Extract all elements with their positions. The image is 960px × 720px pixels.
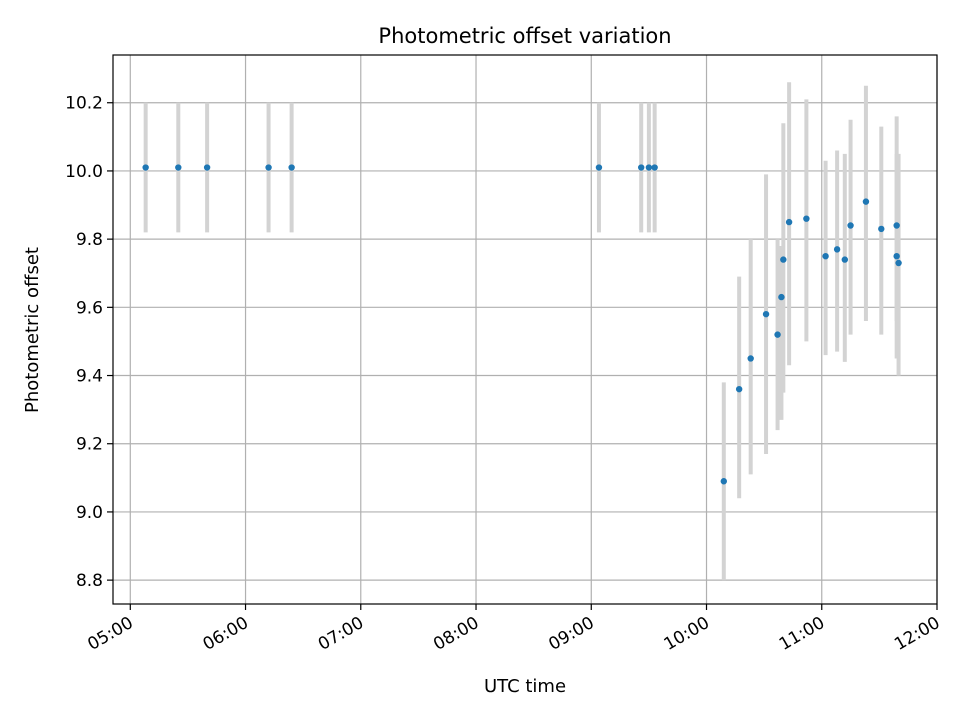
data-point: [142, 164, 149, 171]
data-point: [774, 331, 781, 338]
x-axis-label: UTC time: [484, 676, 566, 697]
y-tick-label: 9.0: [76, 503, 103, 523]
chart-title: Photometric offset variation: [378, 24, 671, 48]
data-point: [595, 164, 603, 171]
data-point: [841, 256, 849, 263]
y-tick-label: 9.8: [76, 230, 103, 250]
data-points: [142, 164, 902, 485]
data-point: [893, 252, 900, 260]
data-point: [785, 218, 793, 226]
data-point: [720, 478, 727, 485]
data-point: [747, 355, 754, 362]
y-tick-label: 9.6: [76, 298, 103, 318]
data-point: [847, 222, 854, 229]
data-point: [780, 256, 787, 263]
data-point: [651, 164, 658, 171]
data-point: [638, 164, 645, 171]
y-tick-label: 9.4: [76, 367, 103, 387]
y-tick-label: 9.2: [76, 435, 103, 455]
data-point: [878, 225, 885, 233]
data-point: [822, 252, 829, 260]
data-point: [735, 385, 743, 393]
y-tick-label: 8.8: [76, 571, 103, 591]
data-point: [175, 164, 182, 171]
data-point: [645, 164, 653, 171]
data-point: [762, 310, 770, 318]
data-point: [862, 198, 870, 205]
data-point: [288, 164, 295, 171]
plot-area-frame: [112, 54, 938, 605]
y-tick-label: 10.2: [65, 94, 103, 114]
data-point: [778, 293, 785, 301]
y-axis-label: Photometric offset: [22, 247, 43, 413]
data-point: [893, 222, 900, 229]
data-point: [203, 164, 211, 171]
data-point: [895, 259, 902, 267]
data-point: [265, 164, 272, 171]
data-point: [803, 215, 810, 222]
y-tick-label: 10.0: [65, 162, 103, 182]
data-point: [833, 246, 841, 253]
y-axis-ticks: 8.8 9.0 9.2 9.4 9.6 9.8 10.0 10.2: [65, 94, 113, 591]
